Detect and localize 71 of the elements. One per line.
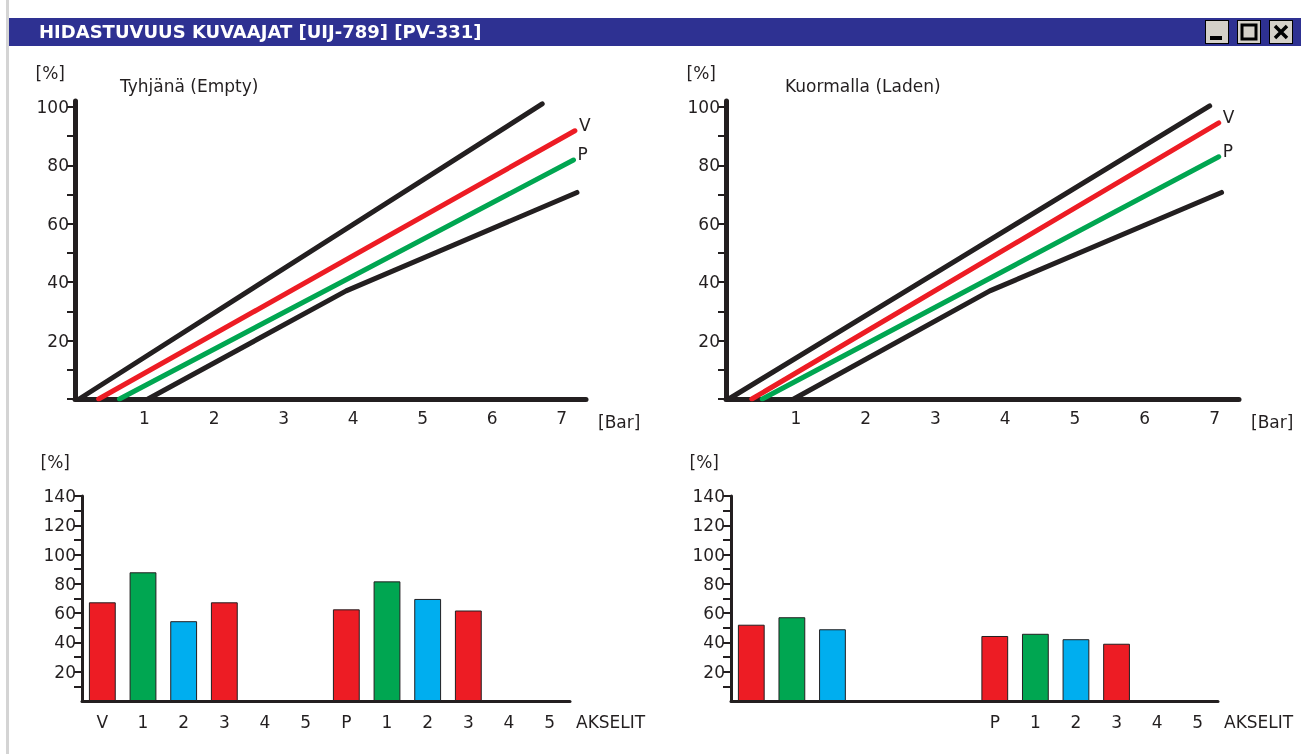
x-tick-label: 3 <box>218 711 230 732</box>
x-tick-label: 2 <box>1070 711 1082 732</box>
x-tick-label: 5 <box>1192 711 1204 732</box>
x-tick-label: 1 <box>1029 711 1041 732</box>
y-tick-label: 40 <box>54 632 76 653</box>
y-tick-label: 100 <box>43 544 76 565</box>
x-tick-label: 6 <box>1139 407 1151 428</box>
x-tick-label: 2 <box>178 711 190 732</box>
series-label: V <box>578 114 591 135</box>
x-tick-label: 2 <box>208 407 220 428</box>
x-tick-label: 4 <box>347 407 359 428</box>
x-tick-label: 5 <box>417 407 429 428</box>
y-tick-label: 80 <box>703 573 725 594</box>
x-tick-label: 5 <box>1069 407 1081 428</box>
x-tick-label: 1 <box>381 711 393 732</box>
x-tick-label: 6 <box>486 407 498 428</box>
x-tick-label: V <box>96 711 109 732</box>
x-axis-title: [Bar] <box>598 411 641 432</box>
series-label: P <box>1222 140 1234 161</box>
x-tick-label: 4 <box>1151 711 1163 732</box>
x-tick-label: 1 <box>790 407 802 428</box>
y-tick-label: 20 <box>703 661 725 682</box>
x-tick-label: 4 <box>259 711 271 732</box>
y-tick-label: 40 <box>698 272 720 293</box>
y-tick-label: 60 <box>703 603 725 624</box>
y-axis-title: [%] <box>40 451 70 472</box>
y-tick-label: 140 <box>692 486 725 506</box>
chart-title: HIDASTUVUUS KUVAAJAT [UIJ-789] [PV-331] <box>39 20 482 44</box>
x-tick-label: P <box>989 711 1000 732</box>
y-tick-label: 20 <box>54 661 76 682</box>
x-tick-label: P <box>341 711 352 732</box>
series-label: P <box>577 144 588 165</box>
x-tick-label: 4 <box>999 407 1011 428</box>
y-tick-label: 80 <box>54 573 76 594</box>
y-axis-title: [%] <box>35 62 65 83</box>
y-axis-title: [%] <box>686 62 716 83</box>
y-tick-label: 100 <box>687 96 720 117</box>
y-tick-label: 140 <box>43 486 76 506</box>
x-tick-label: 1 <box>139 407 150 428</box>
y-tick-label: 20 <box>698 330 720 351</box>
x-tick-label: 5 <box>544 711 556 732</box>
series-label: V <box>1222 106 1235 127</box>
y-tick-label: 80 <box>698 155 720 176</box>
y-tick-label: 40 <box>703 632 725 653</box>
x-tick-label: 3 <box>278 407 289 428</box>
x-axis-title: AKSELIT <box>1224 711 1294 732</box>
y-tick-label: 40 <box>47 272 69 293</box>
x-tick-label: 7 <box>556 407 568 428</box>
x-tick-label: 3 <box>462 711 474 732</box>
y-tick-label: 100 <box>692 544 725 565</box>
x-tick-label: 4 <box>503 711 515 732</box>
x-tick-label: 2 <box>422 711 434 732</box>
y-tick-label: 60 <box>54 603 76 624</box>
y-tick-label: 100 <box>36 96 69 117</box>
y-tick-label: 60 <box>47 213 69 234</box>
x-tick-label: 1 <box>137 711 149 732</box>
y-tick-label: 120 <box>692 515 725 536</box>
x-tick-label: 5 <box>300 711 312 732</box>
y-tick-label: 80 <box>47 155 69 176</box>
x-tick-label: 7 <box>1209 407 1220 428</box>
y-axis-title: [%] <box>689 451 719 472</box>
x-axis-title: [Bar] <box>1251 411 1294 432</box>
chart-subtitle: Tyhjänä (Empty) <box>119 75 259 96</box>
x-tick-label: 3 <box>1111 711 1122 732</box>
y-tick-label: 20 <box>47 330 69 351</box>
y-tick-label: 60 <box>698 213 720 234</box>
chart-subtitle: Kuormalla (Laden) <box>785 75 941 96</box>
y-tick-label: 120 <box>43 515 76 536</box>
x-tick-label: 2 <box>860 407 872 428</box>
x-tick-label: 3 <box>929 407 941 428</box>
x-axis-title: AKSELIT <box>576 711 646 732</box>
